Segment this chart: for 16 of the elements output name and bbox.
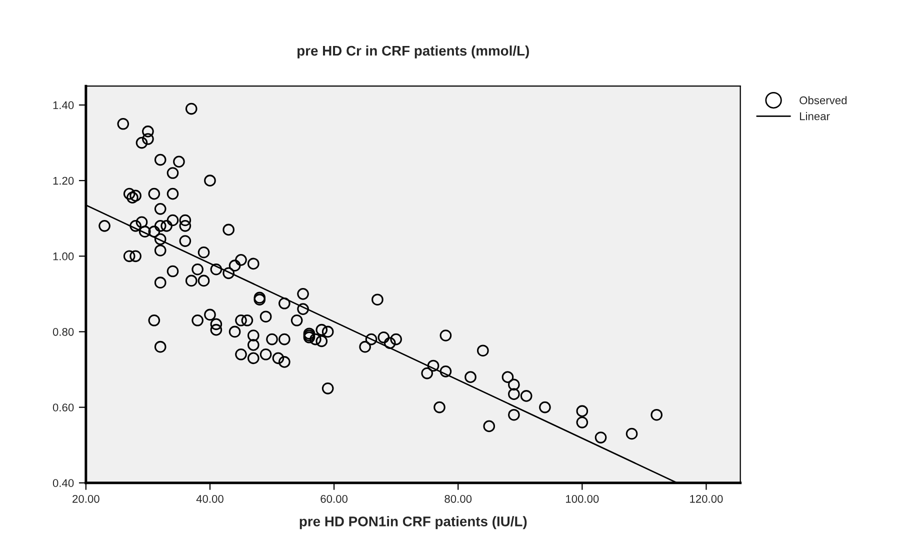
y-tick-label: 1.00 — [53, 252, 74, 260]
x-tick-label: 40.00 — [196, 494, 224, 503]
y-tick-label: 0.60 — [52, 404, 74, 412]
x-tick-label: 20.00 — [72, 494, 100, 503]
chart-title: pre HD Cr in CRF patients (mmol/L) — [298, 45, 529, 58]
y-tick-label: 0.40 — [52, 479, 74, 488]
y-tick-label: 1.40 — [53, 101, 74, 110]
x-tick-label: 80.00 — [444, 494, 472, 503]
legend-label: Linear — [800, 112, 830, 120]
y-tick-label: 0.80 — [52, 328, 74, 336]
x-tick-label: 100.00 — [566, 494, 599, 503]
legend-label: Observed — [800, 96, 847, 104]
x-axis-title: pre HD PON1in CRF patients (IU/L) — [300, 516, 527, 530]
x-tick-label: 120.00 — [690, 494, 723, 503]
y-tick-label: 1.20 — [53, 176, 74, 185]
x-tick-label: 60.00 — [320, 494, 348, 503]
